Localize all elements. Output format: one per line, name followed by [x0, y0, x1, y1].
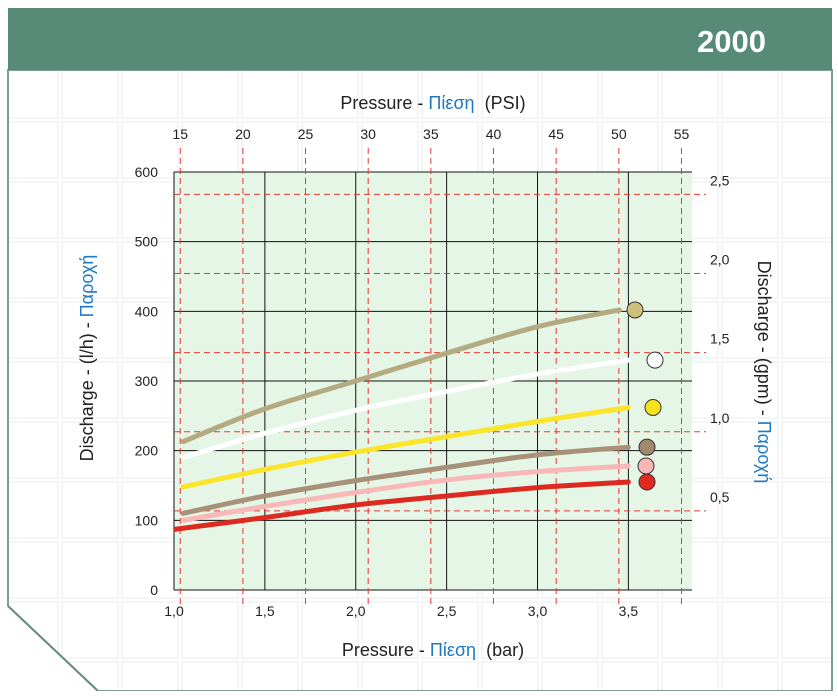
y-tick-label-left: 0 — [150, 582, 158, 598]
x-tick-label-top: 40 — [486, 126, 502, 142]
y-tick-label-left: 400 — [135, 303, 159, 319]
series-marker — [646, 351, 664, 369]
x-tick-label-top: 50 — [611, 126, 627, 142]
y-tick-label-right: 1,5 — [710, 331, 730, 347]
marker-layer — [626, 301, 664, 491]
series-line — [180, 307, 622, 445]
x-axis-title-top: Pressure - Πίεση (PSI) — [340, 93, 525, 113]
y-tick-label-left: 100 — [135, 512, 159, 528]
series-marker — [637, 457, 655, 475]
x-tick-label-top: 15 — [172, 126, 188, 142]
x-tick-label-top: 45 — [548, 126, 564, 142]
x-tick-label-top: 25 — [298, 126, 314, 142]
y-tick-label-left: 200 — [135, 443, 159, 459]
x-tick-label-bottom: 3,5 — [619, 603, 639, 619]
x-tick-label-top: 55 — [674, 126, 690, 142]
x-tick-label-top: 35 — [423, 126, 439, 142]
x-tick-label-bottom: 1,5 — [255, 603, 275, 619]
x-tick-label-top: 20 — [235, 126, 251, 142]
series-line — [180, 357, 631, 461]
series-layer — [174, 307, 631, 532]
series-marker — [644, 398, 662, 416]
y-tick-label-right: 0,5 — [710, 489, 730, 505]
y-axis-title-right: Discharge - (gpm) - Παροχή — [754, 261, 774, 484]
panel-corner-line — [7, 605, 99, 692]
x-tick-label-bottom: 1,0 — [164, 603, 184, 619]
series-marker — [638, 473, 656, 491]
y-tick-label-right: 2,0 — [710, 252, 730, 268]
y-tick-label-left: 500 — [135, 234, 159, 250]
header-title: 2000 — [697, 24, 766, 59]
series-line — [180, 404, 631, 490]
y-tick-label-right: 2,5 — [710, 172, 730, 188]
series-marker — [626, 301, 644, 319]
y-tick-label-left: 300 — [135, 373, 159, 389]
tick-labels: 0 100 200 300 400 500 600 1,0 1,5 2,0 2,5 3,0 3,5 15 2… — [135, 126, 730, 619]
x-tick-label-top: 30 — [360, 126, 376, 142]
x-tick-label-bottom: 2,0 — [346, 603, 366, 619]
series-marker — [638, 438, 656, 456]
series-line — [180, 444, 631, 516]
x-tick-label-bottom: 2,5 — [437, 603, 457, 619]
series-line — [180, 463, 631, 523]
y-tick-label-right: 1,0 — [710, 410, 730, 426]
series-line — [174, 479, 631, 532]
y-tick-label-left: 600 — [135, 164, 159, 180]
x-tick-label-bottom: 3,0 — [528, 603, 548, 619]
header-bar — [8, 8, 832, 70]
y-axis-title-left: Discharge - (l/h) - Παροχή — [77, 255, 97, 462]
x-axis-title-bottom: Pressure - Πίεση (bar) — [342, 640, 524, 660]
